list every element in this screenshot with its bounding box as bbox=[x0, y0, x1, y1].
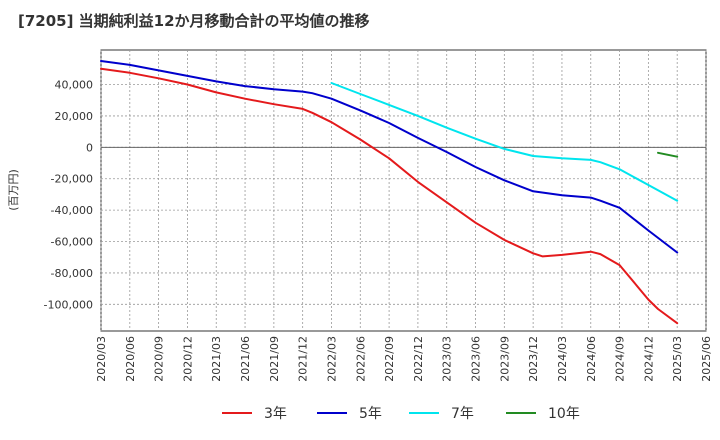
legend-label: 10年 bbox=[548, 406, 580, 422]
x-tick-label: 2024/03 bbox=[556, 336, 569, 382]
legend-label: 5年 bbox=[359, 406, 382, 422]
x-tick-label: 2021/06 bbox=[239, 336, 252, 382]
x-tick-label: 2024/06 bbox=[585, 336, 598, 382]
x-tick-label: 2020/09 bbox=[153, 336, 166, 382]
series-line bbox=[657, 151, 679, 158]
y-tick-label: 40,000 bbox=[55, 79, 94, 92]
y-axis-ticks: 40,000 20,000 0 -20,000 -40,000 -60,000 -80,00… bbox=[44, 79, 93, 312]
x-tick-label: 2020/06 bbox=[124, 336, 137, 382]
x-tick-label: 2021/03 bbox=[210, 336, 223, 382]
x-tick-label: 2023/12 bbox=[527, 336, 540, 382]
x-tick-label: 2021/09 bbox=[268, 336, 281, 382]
series-line bbox=[100, 60, 679, 254]
x-tick-label: 2024/12 bbox=[642, 336, 655, 382]
x-tick-label: 2020/03 bbox=[95, 336, 108, 382]
y-tick-label: -20,000 bbox=[51, 173, 93, 186]
series-lines bbox=[100, 60, 679, 325]
y-tick-label: 20,000 bbox=[55, 110, 94, 123]
x-tick-label: 2021/12 bbox=[297, 336, 310, 382]
plot-area bbox=[100, 49, 707, 332]
grid-lines bbox=[100, 50, 707, 331]
chart-title: [7205] 当期純利益12か月移動合計の平均値の推移 bbox=[18, 12, 370, 30]
x-tick-label: 2024/09 bbox=[614, 336, 627, 382]
x-tick-label: 2023/03 bbox=[441, 336, 454, 382]
x-tick-label: 2022/09 bbox=[383, 336, 396, 382]
y-tick-label: -100,000 bbox=[44, 298, 93, 311]
x-tick-label: 2025/06 bbox=[700, 336, 713, 382]
x-tick-label: 2025/03 bbox=[671, 336, 684, 382]
series-line bbox=[100, 67, 679, 325]
legend: 3年 5年 7年 10年 bbox=[222, 406, 580, 422]
x-tick-label: 2022/03 bbox=[325, 336, 338, 382]
y-tick-label: -60,000 bbox=[51, 236, 93, 249]
y-tick-label: 0 bbox=[86, 141, 93, 154]
series-line bbox=[330, 82, 679, 202]
x-tick-label: 2023/06 bbox=[470, 336, 483, 382]
x-axis-ticks: 2020/03 2020/06 2020/09 2020/12 2021/03 2021/… bbox=[95, 336, 713, 382]
x-tick-label: 2020/12 bbox=[181, 336, 194, 382]
y-axis-label: (百万円) bbox=[7, 169, 20, 211]
y-tick-label: -80,000 bbox=[51, 267, 93, 280]
legend-label: 3年 bbox=[264, 406, 287, 422]
x-tick-label: 2022/06 bbox=[354, 336, 367, 382]
legend-label: 7年 bbox=[451, 406, 474, 422]
y-tick-label: -40,000 bbox=[51, 204, 93, 217]
x-tick-label: 2023/09 bbox=[498, 336, 511, 382]
x-tick-label: 2022/12 bbox=[412, 336, 425, 382]
